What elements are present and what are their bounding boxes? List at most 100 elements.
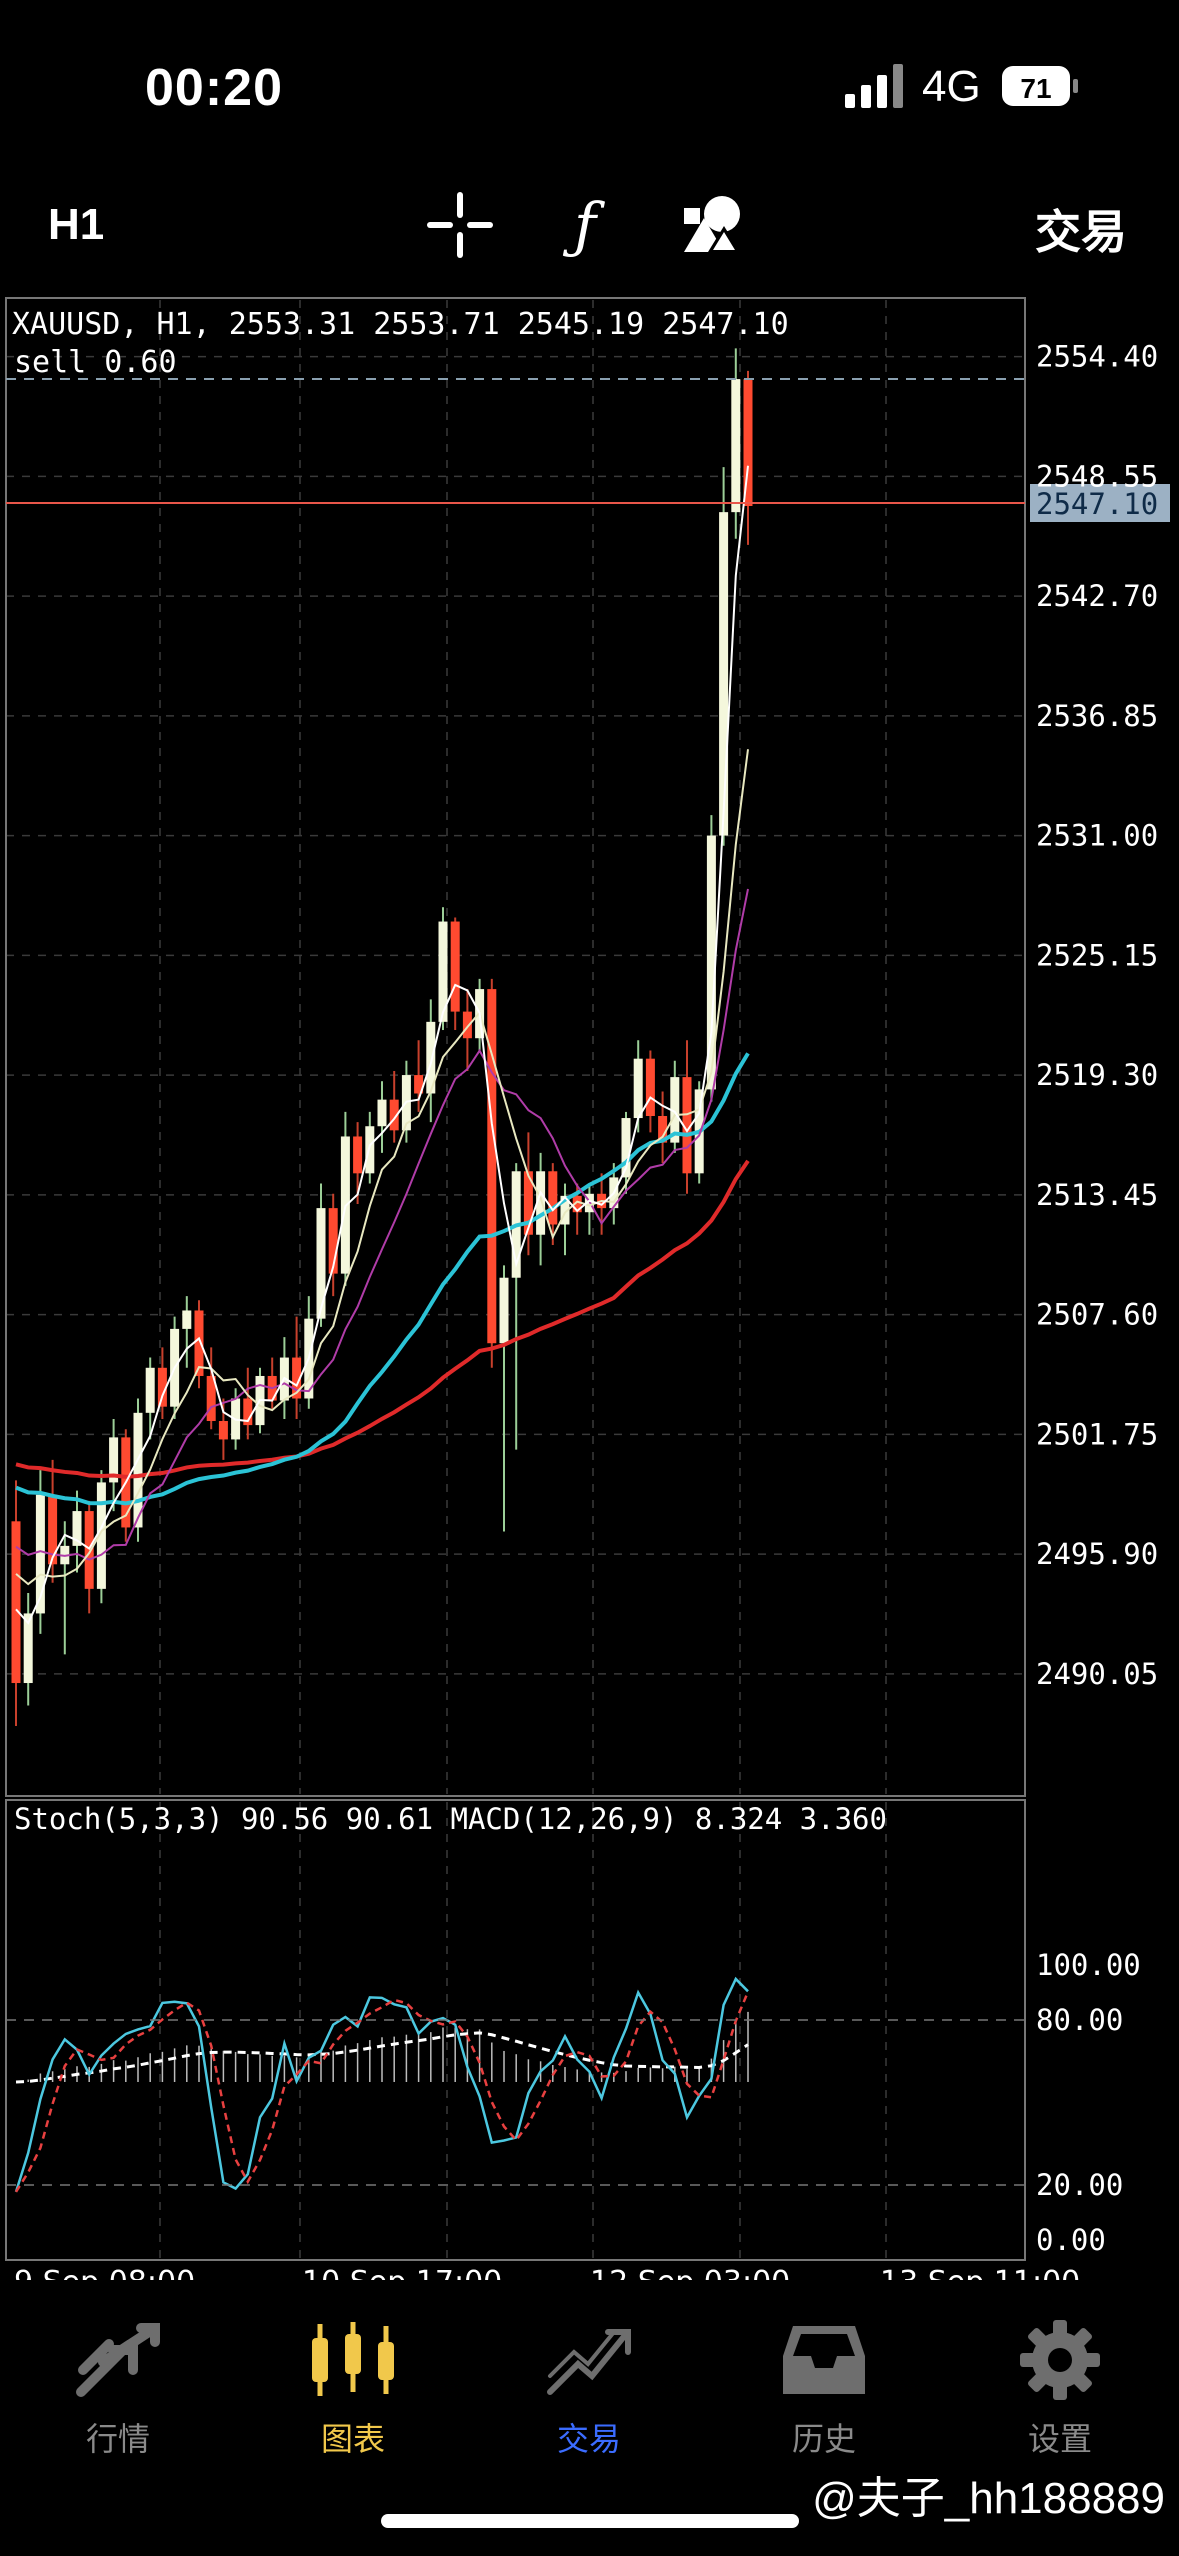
candle-body — [353, 1136, 363, 1174]
bottom-nav: 行情 图表 交易 历史 — [0, 2300, 1179, 2480]
candle-body — [670, 1077, 680, 1143]
chart-grid — [6, 300, 1025, 2258]
candle-body — [523, 1171, 533, 1235]
order-label: sell 0.60 — [14, 345, 177, 380]
ma-white — [15, 465, 749, 1625]
candle-body — [426, 1021, 436, 1094]
indicator-axis: 100.00 80.00 20.00 0.00 — [6, 1948, 1141, 2257]
level-label: 80.00 — [1036, 2003, 1123, 2037]
candles — [11, 348, 753, 1727]
watermark: @夫子_hh188889 — [812, 2474, 1165, 2523]
candle-body — [572, 1195, 582, 1213]
nav-chart[interactable]: 图表 — [273, 2320, 433, 2460]
battery-icon: 71 — [1002, 66, 1078, 106]
network-type: 4G — [922, 62, 981, 111]
trade-icon — [547, 2329, 631, 2395]
price-label: 2525.15 — [1036, 938, 1158, 972]
candle-body — [316, 1208, 326, 1319]
trade-button[interactable]: 交易 — [1035, 206, 1127, 258]
objects-icon[interactable] — [680, 190, 750, 260]
settings-icon — [1020, 2320, 1100, 2400]
time-label: 9 Sep 08:00 — [14, 2265, 195, 2280]
candle-body — [35, 1494, 45, 1614]
candle-body — [133, 1412, 143, 1528]
candle-body — [560, 1195, 570, 1225]
candle-body — [499, 1277, 509, 1344]
nav-settings[interactable]: 设置 — [980, 2320, 1140, 2460]
candle-body — [743, 379, 753, 506]
stoch-k — [14, 1976, 749, 2193]
price-label: 2554.40 — [1036, 340, 1158, 374]
candle-body — [633, 1058, 643, 1119]
sub-panel-frame — [5, 1799, 1026, 2261]
ma-red — [15, 1159, 750, 1479]
price-label: 2490.05 — [1036, 1657, 1158, 1691]
chart-icon — [312, 2322, 394, 2396]
candle-body — [48, 1494, 58, 1565]
price-label: 2531.00 — [1036, 819, 1158, 853]
price-chart[interactable]: 2547.10 XAUUSD, H1, 2553.31 2553.71 2545… — [0, 290, 1179, 2280]
price-label: 2536.85 — [1036, 699, 1158, 733]
level-label: 20.00 — [1036, 2168, 1123, 2202]
candle-body — [731, 379, 741, 513]
candle-body — [194, 1310, 204, 1376]
candle-body — [365, 1126, 375, 1174]
home-indicator[interactable] — [381, 2514, 799, 2528]
current-price-box — [1030, 484, 1170, 522]
candle-body — [96, 1482, 106, 1589]
svg-text:ƒ: ƒ — [563, 191, 606, 260]
nav-label-history: 历史 — [791, 2420, 856, 2458]
nav-history[interactable]: 历史 — [744, 2320, 904, 2460]
candle-body — [414, 1075, 424, 1094]
battery-level: 71 — [1020, 73, 1051, 104]
candle-body — [243, 1398, 253, 1426]
nav-label-chart: 图表 — [320, 2420, 385, 2458]
candle-body — [462, 1011, 472, 1039]
candle-body — [645, 1058, 655, 1117]
time-label: 13 Sep 11:00 — [880, 2265, 1080, 2280]
candle-body — [292, 1357, 302, 1399]
price-label: 2519.30 — [1036, 1058, 1158, 1092]
candle-body — [389, 1099, 399, 1131]
quotes-icon — [76, 2323, 160, 2397]
price-label: 2507.60 — [1036, 1298, 1158, 1332]
candle-body — [206, 1375, 216, 1422]
level-label: 0.00 — [1036, 2223, 1106, 2257]
candle-body — [11, 1521, 21, 1684]
price-label: 2501.75 — [1036, 1417, 1158, 1451]
candle-body — [548, 1171, 558, 1225]
candle-body — [658, 1116, 668, 1143]
function-icon[interactable]: ƒ — [550, 190, 620, 260]
stoch-d — [14, 1991, 750, 2193]
time-axis: 9 Sep 08:00 10 Sep 17:00 12 Sep 03:00 13 Se… — [14, 2265, 1080, 2280]
stochastic-lines — [14, 1976, 750, 2193]
candle-body — [23, 1613, 33, 1684]
macd-signal — [15, 2031, 749, 2084]
price-label: 2513.45 — [1036, 1178, 1158, 1212]
price-label: 2542.70 — [1036, 579, 1158, 613]
candle-body — [218, 1421, 228, 1440]
crosshair-icon[interactable] — [425, 190, 495, 260]
macd-histogram — [27, 2011, 749, 2082]
indicator-info: Stoch(5,3,3) 90.56 90.61 MACD(12,26,9) 8… — [14, 1802, 887, 1836]
candle-body — [487, 989, 497, 1344]
ma-pale — [15, 749, 749, 1586]
chart-info: XAUUSD, H1, 2553.31 2553.71 2545.19 2547… — [12, 307, 789, 342]
timeframe-button[interactable]: H1 — [48, 200, 105, 249]
nav-label-settings: 设置 — [1027, 2420, 1092, 2458]
signal-icon — [845, 64, 903, 108]
candle-body — [682, 1077, 692, 1174]
nav-trade[interactable]: 交易 — [509, 2320, 669, 2460]
time-label: 12 Sep 03:00 — [590, 2265, 790, 2280]
nav-quotes[interactable]: 行情 — [38, 2320, 198, 2460]
price-axis: 2554.40 2548.55 2542.70 2536.85 2531.00 2525.… — [1036, 340, 1158, 1691]
candle-body — [328, 1208, 338, 1274]
level-label: 100.00 — [1036, 1948, 1141, 1982]
candle-body — [438, 921, 448, 1022]
candle-body — [536, 1171, 546, 1235]
candle-body — [377, 1099, 387, 1127]
price-label: 2495.90 — [1036, 1537, 1158, 1571]
time-label: 10 Sep 17:00 — [302, 2265, 502, 2280]
nav-label-quotes: 行情 — [85, 2420, 150, 2458]
ma-magenta — [15, 888, 749, 1561]
